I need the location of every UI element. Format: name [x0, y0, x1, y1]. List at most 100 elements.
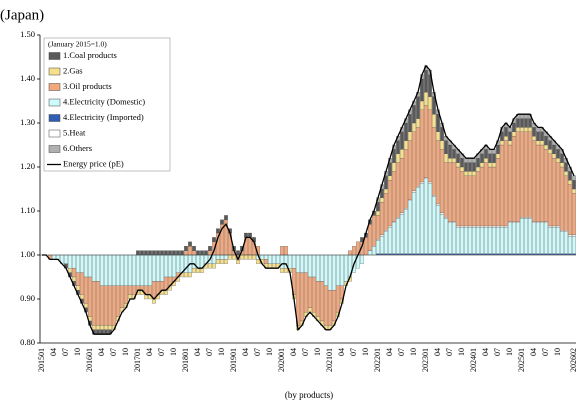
bar-segment	[432, 114, 436, 128]
bar-segment	[304, 272, 308, 313]
bar-segment	[88, 276, 92, 317]
bar-segment	[388, 225, 392, 228]
bar-segment	[120, 285, 124, 308]
bar-segment	[396, 162, 400, 218]
bar-segment	[544, 149, 548, 222]
x-tick-label: 10	[553, 348, 562, 356]
bar-segment	[396, 218, 400, 254]
bar-segment	[112, 285, 116, 326]
bar-segment	[460, 225, 464, 228]
bar-segment	[464, 175, 468, 227]
bar-segment	[480, 162, 484, 168]
bar-segment	[396, 153, 400, 163]
bar-segment	[272, 263, 276, 269]
bar-segment	[192, 246, 196, 251]
bar-segment	[444, 218, 448, 254]
bar-segment	[192, 268, 196, 273]
bar-segment	[512, 122, 516, 132]
bar-segment	[108, 254, 112, 286]
bar-segment	[128, 294, 132, 300]
bar-segment	[400, 212, 404, 215]
bar-segment	[132, 285, 136, 295]
bar-segment	[72, 276, 76, 282]
bar-segment	[296, 254, 300, 273]
bar-segment	[100, 329, 104, 335]
bar-segment	[440, 213, 444, 254]
bar-segment	[516, 127, 520, 132]
bar-segment	[524, 131, 528, 218]
bar-segment	[552, 144, 556, 154]
bar-segment	[436, 140, 440, 205]
x-tick-label: 202602	[569, 348, 578, 372]
bar-segment	[420, 100, 424, 110]
bar-segment	[360, 254, 364, 264]
x-tick-label: 10	[313, 348, 322, 356]
bar-segment	[256, 259, 260, 264]
bar-segment	[544, 222, 548, 254]
bar-segment	[248, 254, 252, 260]
bar-segment	[560, 230, 564, 232]
bar-segment	[468, 175, 472, 227]
bar-segment	[392, 162, 396, 172]
bar-segment	[424, 105, 428, 178]
bar-segment	[540, 131, 544, 141]
bar-segment	[540, 222, 544, 254]
bar-segment	[412, 105, 416, 124]
bar-segment	[184, 272, 188, 278]
bar-segment	[196, 268, 200, 273]
bar-segment	[332, 290, 336, 322]
x-tick-label: 201501	[37, 348, 46, 372]
bar-segment	[560, 162, 564, 168]
bar-segment	[160, 254, 164, 282]
bar-segment	[168, 254, 172, 278]
bar-segment	[560, 166, 564, 231]
x-tick-label: 10	[73, 348, 82, 356]
legend-label: 1.Coal products	[63, 50, 117, 60]
bar-segment	[284, 246, 288, 256]
x-tick-label: 10	[121, 348, 130, 356]
bar-segment	[384, 188, 388, 194]
x-tick-label: 10	[457, 348, 466, 356]
bar-segment	[560, 231, 564, 254]
x-tick-label: 10	[169, 348, 178, 356]
bar-segment	[188, 272, 192, 278]
bar-segment	[376, 210, 380, 216]
bar-segment	[376, 239, 380, 241]
bar-segment	[572, 234, 576, 237]
bar-segment	[196, 250, 200, 256]
bar-segment	[104, 325, 108, 330]
bar-segment	[376, 240, 380, 254]
legend-label: 5.Heat	[63, 127, 86, 137]
x-tick-label: 07	[157, 348, 166, 356]
bar-segment	[548, 225, 552, 228]
bar-segment	[228, 254, 232, 260]
bar-segment	[104, 254, 108, 286]
bar-segment	[392, 171, 396, 222]
bar-segment	[56, 254, 60, 260]
bar-segment	[144, 294, 148, 300]
bar-segment	[532, 221, 536, 224]
bar-segment	[148, 254, 152, 286]
x-tick-label: 07	[541, 348, 550, 356]
bar-segment	[140, 285, 144, 291]
bar-segment	[84, 254, 88, 278]
bar-segment	[76, 254, 80, 273]
x-tick-label: 04	[529, 348, 538, 356]
bar-segment	[416, 96, 420, 119]
bar-segment	[104, 329, 108, 335]
x-tick-label: 04	[289, 348, 298, 356]
bar-segment	[248, 237, 252, 256]
bar-segment	[508, 144, 512, 222]
bar-segment	[416, 187, 420, 254]
bar-segment	[516, 222, 520, 254]
x-tick-label: 04	[385, 348, 394, 356]
bar-segment	[216, 254, 220, 260]
bar-segment	[404, 140, 408, 150]
bar-segment	[132, 254, 136, 286]
bar-segment	[484, 227, 488, 254]
bar-segment	[520, 114, 524, 119]
bar-segment	[324, 254, 328, 286]
bar-segment	[416, 127, 420, 187]
bar-segment	[384, 175, 388, 190]
